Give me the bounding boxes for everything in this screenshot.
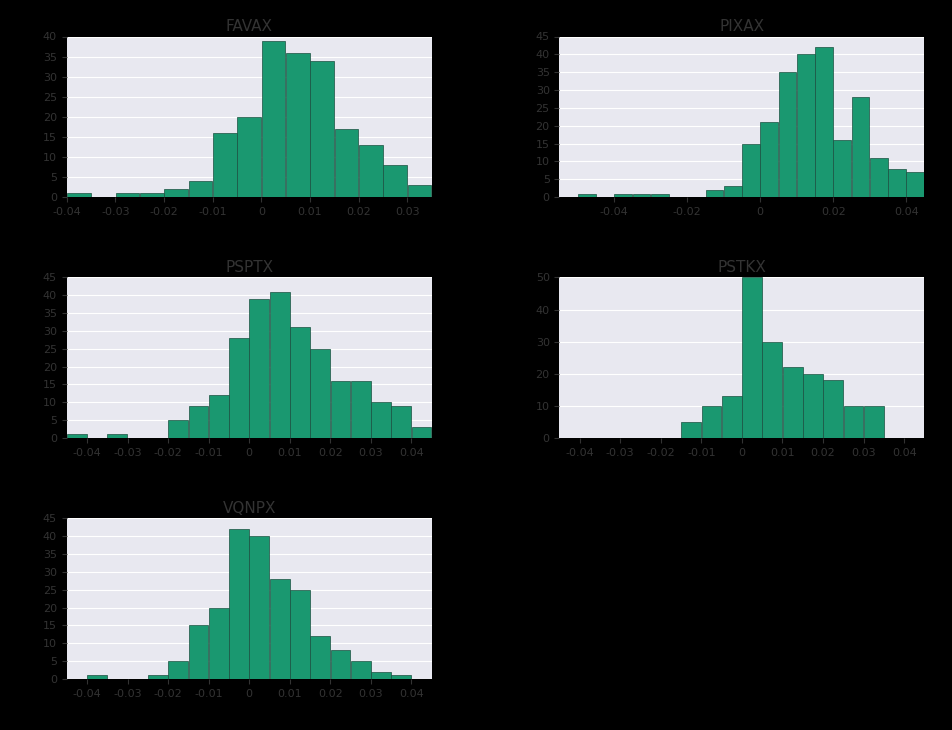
Title: FAVAX: FAVAX: [226, 19, 272, 34]
Bar: [681, 422, 701, 438]
Bar: [391, 675, 410, 679]
Bar: [310, 636, 329, 679]
Bar: [228, 338, 248, 438]
Bar: [704, 190, 723, 197]
Bar: [614, 193, 631, 197]
Bar: [760, 122, 778, 197]
Bar: [148, 675, 168, 679]
Bar: [269, 579, 289, 679]
Bar: [796, 54, 814, 197]
Bar: [350, 381, 370, 438]
Bar: [310, 349, 329, 438]
Bar: [188, 406, 208, 438]
Bar: [67, 193, 90, 197]
Bar: [721, 396, 741, 438]
Bar: [701, 406, 721, 438]
Bar: [814, 47, 832, 197]
Bar: [330, 650, 350, 679]
Bar: [208, 395, 228, 438]
Bar: [762, 342, 782, 438]
Bar: [905, 172, 923, 197]
Bar: [169, 420, 188, 438]
Bar: [851, 97, 868, 197]
Bar: [887, 169, 905, 197]
Bar: [724, 186, 741, 197]
Bar: [237, 117, 261, 197]
Bar: [411, 427, 431, 438]
Bar: [334, 128, 358, 197]
Bar: [632, 193, 650, 197]
Bar: [370, 672, 390, 679]
Bar: [164, 189, 188, 197]
Bar: [803, 374, 822, 438]
Bar: [140, 193, 164, 197]
Bar: [778, 72, 796, 197]
Bar: [863, 406, 883, 438]
Bar: [188, 181, 212, 197]
Title: VQNPX: VQNPX: [222, 501, 276, 515]
Bar: [289, 590, 309, 679]
Bar: [208, 607, 228, 679]
Bar: [577, 193, 595, 197]
Bar: [330, 381, 350, 438]
Bar: [310, 61, 334, 197]
Bar: [67, 434, 87, 438]
Bar: [249, 299, 269, 438]
Bar: [289, 327, 309, 438]
Bar: [249, 536, 269, 679]
Bar: [108, 434, 128, 438]
Bar: [650, 193, 668, 197]
Title: PIXAX: PIXAX: [719, 19, 764, 34]
Bar: [370, 402, 390, 438]
Bar: [823, 380, 843, 438]
Bar: [843, 406, 863, 438]
Bar: [782, 367, 802, 438]
Bar: [262, 40, 286, 197]
Bar: [188, 626, 208, 679]
Bar: [832, 140, 850, 197]
Bar: [212, 133, 236, 197]
Bar: [383, 165, 407, 197]
Bar: [391, 406, 410, 438]
Bar: [269, 292, 289, 438]
Bar: [169, 661, 188, 679]
Title: PSPTX: PSPTX: [225, 260, 273, 274]
Bar: [115, 193, 139, 197]
Bar: [286, 53, 309, 197]
Bar: [350, 661, 370, 679]
Bar: [359, 145, 383, 197]
Bar: [869, 158, 887, 197]
Bar: [742, 144, 759, 197]
Bar: [407, 185, 431, 197]
Title: PSTKX: PSTKX: [717, 260, 765, 274]
Bar: [87, 675, 107, 679]
Bar: [742, 277, 762, 438]
Bar: [228, 529, 248, 679]
